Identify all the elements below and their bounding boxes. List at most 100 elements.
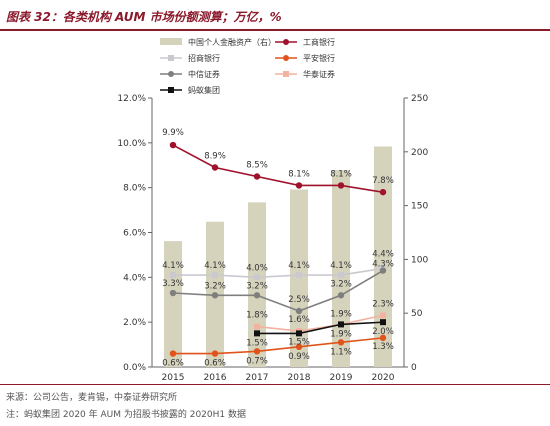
data-label-0: 8.1% [288, 169, 310, 179]
series-marker-0 [211, 164, 219, 171]
series-marker-3 [211, 292, 219, 299]
series-marker-1 [296, 272, 302, 279]
series-marker-0 [337, 182, 345, 189]
data-label-1: 4.1% [204, 261, 226, 271]
x-tick-label: 2018 [288, 373, 311, 383]
left-tick-label: 12.0% [117, 94, 146, 104]
data-label-1: 4.1% [162, 261, 184, 271]
series-line-3 [172, 269, 384, 312]
left-tick-label: 4.0% [123, 273, 146, 283]
series-line-0 [172, 144, 384, 193]
series-marker-5 [338, 321, 344, 328]
bar-personal-financial-assets [290, 189, 308, 367]
series-marker-3 [169, 289, 177, 297]
series-marker-3 [295, 307, 303, 315]
chart-header: 图表 32：各类机构 AUM 市场份额测算；万亿，% [0, 0, 550, 31]
data-label-2: 0.6% [204, 359, 226, 369]
bar-personal-financial-assets [164, 241, 182, 367]
series-line-5 [257, 321, 384, 335]
data-label-4: 1.9% [330, 309, 352, 319]
data-label-4: 1.6% [288, 315, 310, 325]
series-line-2 [173, 337, 384, 355]
footer-divider [0, 384, 550, 385]
bar-personal-financial-assets [374, 146, 392, 367]
left-tick-label: 8.0% [123, 184, 146, 194]
legend-swatch-marker [283, 55, 289, 61]
series-marker-0 [253, 173, 261, 180]
right-tick-label: 50 [411, 309, 423, 319]
series-marker-1 [212, 272, 218, 279]
bar-personal-financial-assets [248, 202, 266, 367]
right-tick-label: 150 [411, 202, 428, 212]
right-tick-label: 250 [411, 94, 428, 104]
data-label-1: 4.0% [246, 263, 268, 273]
legend-swatch-marker [168, 87, 174, 93]
data-label-3: 3.2% [246, 281, 268, 291]
data-label-3: 4.3% [372, 260, 394, 270]
data-label-0: 9.9% [162, 128, 184, 138]
right-tick-label: 200 [411, 148, 428, 158]
x-tick-label: 2015 [162, 373, 185, 383]
data-label-5: 1.5% [246, 338, 268, 348]
data-label-3: 3.3% [162, 279, 184, 289]
legend-label: 招商银行 [188, 53, 220, 63]
data-label-0: 8.1% [330, 169, 352, 179]
series-line-1 [173, 267, 384, 279]
data-label-5: 1.9% [330, 329, 352, 339]
series-marker-3 [253, 292, 261, 299]
legend-swatch-bar [160, 38, 182, 45]
series-line-4 [256, 314, 384, 332]
legend-label: 华泰证券 [303, 69, 335, 79]
series-marker-5 [380, 319, 386, 326]
series-marker-1 [254, 274, 260, 281]
data-label-2: 0.9% [288, 352, 310, 362]
legend-label: 平安银行 [303, 53, 335, 63]
series-marker-0 [295, 182, 303, 189]
series-marker-2 [253, 348, 261, 355]
right-tick-label: 0 [411, 363, 417, 373]
data-label-5: 2.0% [372, 327, 394, 337]
footnote: 注：蚂蚁集团 2020 年 AUM 为招股书披露的 2020H1 数据 [6, 410, 246, 420]
left-tick-label: 10.0% [117, 139, 146, 149]
chart-area: 0.0% 2.0% 4.0% 6.0% 8.0% 10.0% 12.0% 0 50 100 150 2… [117, 37, 428, 383]
data-label-2: 0.6% [162, 359, 184, 369]
data-label-0: 7.8% [372, 176, 394, 186]
series-marker-4 [254, 323, 260, 330]
data-label-0: 8.9% [204, 151, 226, 161]
data-label-0: 8.5% [246, 160, 268, 170]
series-marker-1 [170, 272, 176, 279]
data-label-1: 4.1% [330, 261, 352, 271]
series-marker-0 [169, 141, 177, 149]
legend-swatch-marker [168, 71, 174, 77]
series-marker-3 [337, 292, 345, 299]
legend-swatch-marker [283, 71, 289, 77]
data-label-2: 1.3% [372, 342, 394, 352]
left-tick-label: 0.0% [123, 363, 146, 373]
chart-title: 图表 32：各类机构 AUM 市场份额测算；万亿，% [6, 10, 282, 24]
data-label-2: 1.1% [330, 347, 352, 357]
bar-personal-financial-assets [332, 170, 350, 367]
series-marker-2 [169, 350, 177, 357]
series-marker-3 [379, 267, 387, 274]
legend-swatch-marker [283, 39, 289, 45]
data-label-4: 1.8% [246, 311, 268, 321]
x-tick-label: 2016 [204, 373, 227, 383]
right-tick-label: 100 [411, 255, 428, 265]
data-label-3: 3.2% [204, 281, 226, 291]
data-label-4: 2.3% [372, 299, 394, 309]
title-divider [0, 29, 550, 31]
left-tick-label: 2.0% [123, 318, 146, 328]
legend-swatch-marker [168, 55, 174, 61]
legend-label: 工商银行 [303, 37, 335, 47]
series-marker-2 [337, 339, 345, 346]
x-tick-label: 2019 [330, 373, 353, 383]
series-marker-5 [296, 330, 302, 337]
series-marker-2 [379, 334, 387, 342]
source-note: 来源：公司公告，麦肯锡，中泰证券研究所 [6, 393, 178, 403]
series-marker-5 [254, 330, 260, 337]
series-marker-4 [380, 312, 386, 319]
series-marker-2 [211, 350, 219, 357]
x-tick-label: 2017 [246, 373, 269, 383]
data-label-1: 4.4% [372, 249, 394, 259]
legend-label: 蚂蚁集团 [188, 85, 220, 95]
